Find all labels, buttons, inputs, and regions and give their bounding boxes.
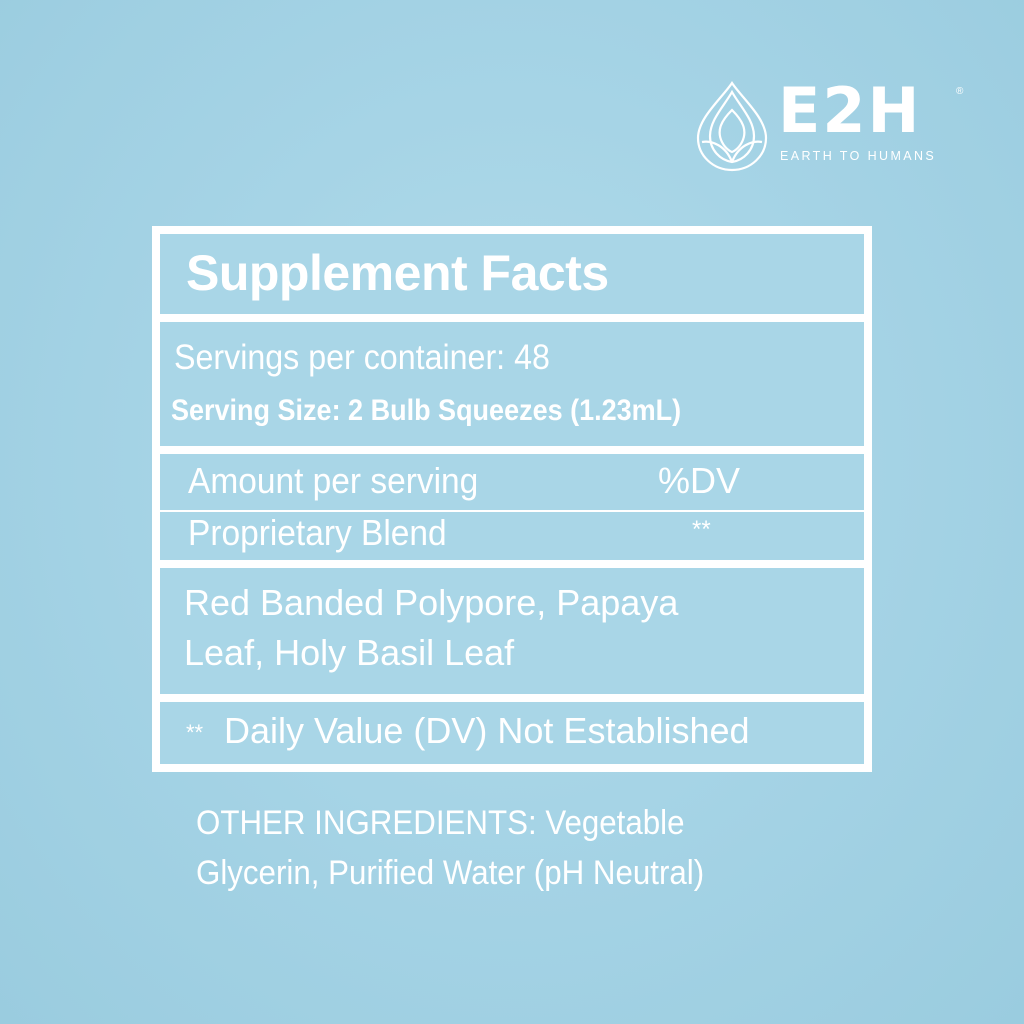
amount-section: Amount per serving %DV Proprietary Blend… [160, 454, 864, 560]
ingredients-section: Red Banded Polypore, Papaya Leaf, Holy B… [160, 568, 864, 694]
facts-title-section: Supplement Facts [160, 234, 864, 314]
dv-note-section: ** Daily Value (DV) Not Established [160, 702, 864, 764]
serving-size: Serving Size: 2 Bulb Squeezes (1.23mL) [171, 394, 682, 427]
divider [160, 510, 864, 512]
brand-tagline: EARTH TO HUMANS [780, 149, 937, 163]
note-text: Daily Value (DV) Not Established [224, 710, 750, 751]
other-ingredients: OTHER INGREDIENTS: Vegetable Glycerin, P… [196, 798, 704, 898]
other-ingredients-line-1: OTHER INGREDIENTS: Vegetable [196, 804, 685, 842]
amount-header: Amount per serving [188, 460, 479, 501]
facts-title: Supplement Facts [186, 245, 609, 301]
registered-mark: ® [956, 86, 964, 97]
serving-section: Servings per container: 48 Serving Size:… [160, 322, 864, 446]
note-marker: ** [186, 720, 204, 745]
blend-dv: ** [692, 516, 711, 543]
ingredients-line-1: Red Banded Polypore, Papaya [184, 582, 679, 623]
dv-header: %DV [658, 460, 741, 501]
blend-name: Proprietary Blend [188, 512, 447, 553]
brand-logo: E2H ® EARTH TO HUMANS [694, 74, 964, 172]
supplement-facts-panel: Supplement Facts Servings per container:… [152, 226, 872, 772]
water-drop-leaf-icon [696, 81, 768, 172]
other-ingredients-line-2: Glycerin, Purified Water (pH Neutral) [196, 854, 705, 892]
brand-name: E2H [778, 74, 922, 147]
ingredients-line-2: Leaf, Holy Basil Leaf [184, 632, 515, 673]
servings-per-container: Servings per container: 48 [174, 338, 550, 377]
